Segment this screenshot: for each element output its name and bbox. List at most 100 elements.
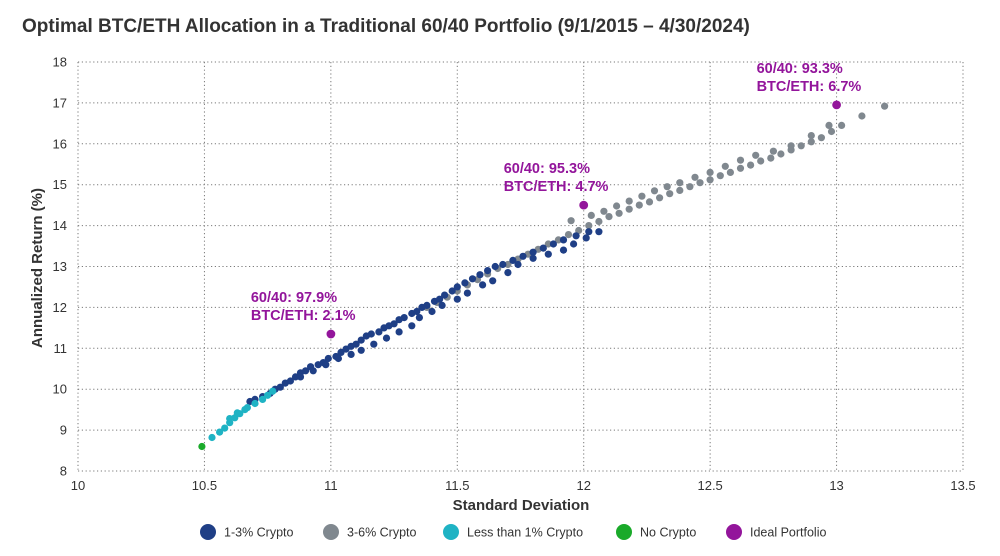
legend-marker [616, 524, 632, 540]
y-tick-label: 17 [53, 95, 67, 110]
y-axis-label: Annualized Return (%) [29, 188, 46, 348]
data-point [504, 269, 512, 277]
data-point [757, 157, 765, 165]
data-point [716, 172, 724, 180]
x-tick-label: 12.5 [697, 478, 722, 493]
data-point [509, 256, 517, 264]
data-point [696, 179, 704, 187]
data-point [302, 367, 310, 375]
y-tick-label: 9 [60, 423, 67, 438]
annotation-crypto: BTC/ETH: 6.7% [757, 79, 862, 95]
x-tick-label: 12 [576, 478, 590, 493]
data-point [438, 301, 446, 309]
legend-label: 3-6% Crypto [347, 526, 417, 540]
data-point [570, 240, 578, 248]
data-point [413, 307, 421, 316]
data-point [291, 373, 300, 381]
data-point [825, 121, 833, 129]
data-point [453, 295, 461, 303]
data-point [650, 187, 659, 195]
data-point [625, 197, 633, 205]
data-point [428, 307, 436, 316]
data-point [559, 246, 568, 254]
data-point [787, 142, 795, 150]
data-point [615, 209, 623, 217]
data-point [544, 250, 552, 258]
data-point [666, 190, 674, 198]
data-point [726, 168, 735, 176]
annotations: 60/40: 97.9% BTC/ETH: 2.1% 60/40: 95.3% BTC… [251, 61, 862, 324]
y-tick-labels: 8 9 10 11 12 13 14 15 16 17 18 [53, 55, 67, 479]
legend-label: No Crypto [640, 526, 696, 540]
data-point [370, 340, 378, 348]
data-point [251, 399, 259, 408]
data-point [767, 154, 775, 162]
data-point [807, 132, 815, 140]
data-point [656, 194, 664, 202]
data-point [395, 328, 403, 336]
data-point [625, 205, 633, 213]
data-point [441, 291, 449, 299]
data-point [208, 433, 216, 442]
legend-marker [323, 524, 339, 540]
data-point [838, 121, 846, 129]
data-point [322, 361, 330, 369]
data-point [484, 267, 492, 275]
data-point [595, 228, 603, 236]
data-point [243, 404, 251, 412]
data-point [468, 275, 477, 283]
data-point [663, 183, 671, 191]
data-point [436, 295, 444, 303]
data-point [463, 289, 471, 297]
data-point [519, 252, 527, 260]
data-point [676, 179, 684, 187]
data-point [357, 346, 365, 354]
data-point [216, 428, 224, 436]
data-point [423, 301, 431, 309]
data-point [706, 168, 714, 176]
data-point [539, 244, 547, 252]
data-point [382, 334, 391, 342]
y-tick-label: 16 [53, 136, 67, 151]
y-tick-label: 11 [54, 341, 68, 356]
data-point [390, 320, 398, 328]
data-point [827, 127, 836, 136]
data-point [747, 161, 755, 169]
legend: 1-3% Crypto 3-6% Crypto Less than 1% Crypt… [200, 524, 826, 540]
y-tick-label: 13 [53, 259, 67, 274]
chart-title: Optimal BTC/ETH Allocation in a Traditio… [22, 16, 750, 37]
data-point [613, 202, 621, 210]
legend-label: Ideal Portfolio [750, 526, 826, 540]
data-point [582, 234, 590, 242]
data-point [572, 232, 580, 240]
data-point [326, 329, 336, 339]
legend-marker [200, 524, 216, 540]
data-point [367, 330, 375, 338]
x-tick-label: 11 [324, 478, 338, 493]
y-tick-label: 18 [53, 55, 67, 70]
data-point [504, 260, 512, 269]
legend-label: Less than 1% Crypto [467, 526, 583, 540]
data-point [309, 367, 317, 375]
data-point [579, 200, 589, 210]
data-point [559, 236, 568, 244]
data-point [691, 173, 699, 181]
data-point [259, 395, 267, 403]
data-point [858, 112, 866, 120]
annotation-allocation: 60/40: 97.9% [251, 290, 337, 306]
data-point [752, 151, 760, 159]
data-point [549, 240, 558, 248]
y-tick-label: 14 [53, 218, 67, 233]
data-point [514, 260, 522, 269]
data-point [286, 377, 294, 385]
data-point [499, 260, 507, 269]
data-point [645, 198, 654, 206]
data-point [832, 100, 841, 110]
legend-marker [443, 524, 459, 540]
data-point [461, 279, 469, 287]
data-point [476, 271, 484, 279]
data-point [736, 164, 745, 172]
data-point [529, 248, 537, 256]
x-tick-label: 10 [71, 478, 85, 493]
